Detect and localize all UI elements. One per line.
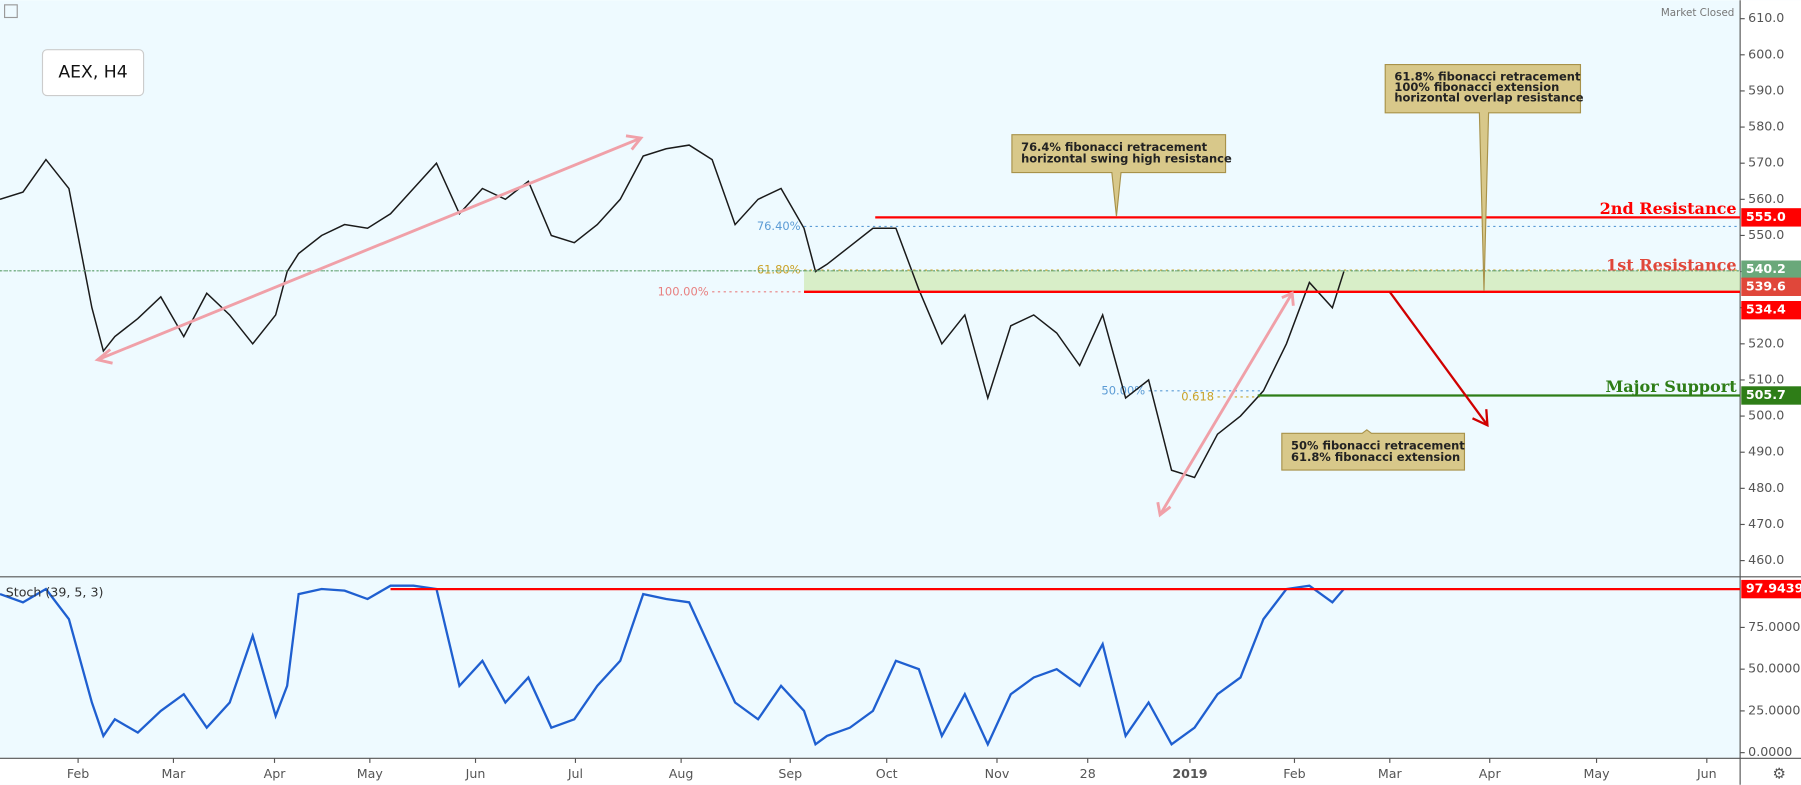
callout-text: horizontal swing high resistance <box>1021 151 1232 165</box>
toolbar-icon[interactable] <box>4 4 18 19</box>
x-tick-label: Jun <box>1696 766 1717 781</box>
y-tick-label: 590.0 <box>1748 82 1784 97</box>
y-tick-label: 570.0 <box>1748 155 1784 170</box>
callout-text: 100% fibonacci extension <box>1394 80 1559 94</box>
y-tick-label: 560.0 <box>1748 191 1784 206</box>
resistance-zone <box>804 270 1741 292</box>
y-tick-label: 500.0 <box>1748 408 1784 423</box>
x-tick-label: Aug <box>669 766 694 781</box>
x-tick-label: Jun <box>465 766 486 781</box>
y-tick-label: 520.0 <box>1748 335 1784 350</box>
x-tick-label: 2019 <box>1172 766 1207 781</box>
level-badge <box>1741 208 1801 227</box>
level-badge <box>1741 579 1801 599</box>
stoch-line <box>0 584 1345 748</box>
y-tick-label: 510.0 <box>1748 371 1784 386</box>
x-tick-label: May <box>357 766 384 781</box>
level-badge <box>1741 386 1801 405</box>
y-tick-label: 470.0 <box>1748 516 1784 531</box>
level-name: 1st Resistance <box>1606 256 1737 275</box>
level-value: 539.6 <box>1746 278 1786 293</box>
y-tick-label: 75.0000 <box>1748 619 1800 634</box>
x-tick-label: Apr <box>264 766 287 781</box>
trend-arrows <box>94 134 1295 518</box>
y-tick-label: 610.0 <box>1748 10 1784 25</box>
callout: 76.4% fibonacci retracement horizontal s… <box>1011 134 1232 217</box>
callout-text: 61.8% fibonacci extension <box>1291 450 1460 464</box>
level-badge <box>1741 260 1801 279</box>
x-tick-label: Feb <box>67 766 89 781</box>
callout-text: 76.4% fibonacci retracement <box>1021 140 1208 154</box>
level-value: 540.2 <box>1746 261 1786 276</box>
y-tick-label: 25.0000 <box>1748 702 1800 717</box>
x-tick-label: Sep <box>778 766 802 781</box>
x-tick-label: Mar <box>1378 766 1403 781</box>
level-value: 555.0 <box>1746 209 1786 224</box>
y-tick-label: 600.0 <box>1748 46 1784 61</box>
fib-label: 76.40% <box>757 219 801 233</box>
level-badge <box>1741 277 1801 296</box>
callout-text: horizontal overlap resistance <box>1394 90 1583 104</box>
level-badge <box>1741 300 1801 320</box>
fib-label: 0.618 <box>1181 389 1214 403</box>
y-tick-label: 580.0 <box>1748 119 1784 134</box>
x-tick-label: 28 <box>1080 766 1096 781</box>
x-tick-label: Jul <box>567 766 583 781</box>
y-tick-label: 460.0 <box>1748 552 1784 567</box>
level-value: 97.9439 <box>1746 581 1801 596</box>
callout: 50% fibonacci retracement 61.8% fibonacc… <box>1281 429 1465 471</box>
indicator-title: Stoch (39, 5, 3) <box>6 584 104 599</box>
projection-arrow <box>1388 291 1489 428</box>
callout: 61.8% fibonacci retracement 100% fibonac… <box>1384 64 1584 291</box>
y-tick-label: 0.0000 <box>1748 744 1792 759</box>
level-name: 2nd Resistance <box>1600 199 1737 218</box>
symbol-box <box>41 49 145 97</box>
x-tick-label: Feb <box>1283 766 1305 781</box>
callout-text: 50% fibonacci retracement <box>1291 438 1465 452</box>
x-tick-label: Oct <box>876 766 898 781</box>
callout-text: 61.8% fibonacci retracement <box>1394 70 1581 84</box>
price-line <box>0 144 1345 479</box>
x-tick-label: Apr <box>1479 766 1502 781</box>
level-value: 505.7 <box>1746 387 1786 402</box>
y-tick-label: 550.0 <box>1748 227 1784 242</box>
level-name: Major Support <box>1605 377 1737 396</box>
time-axis <box>0 758 1801 785</box>
y-tick-label: 490.0 <box>1748 444 1784 459</box>
x-tick-label: May <box>1583 766 1610 781</box>
fib-label: 100.00% <box>658 284 709 298</box>
symbol-title: AEX, H4 <box>58 63 127 83</box>
y-tick-label: 480.0 <box>1748 480 1784 495</box>
level-value: 534.4 <box>1746 302 1786 317</box>
fib-label: 61.80% <box>757 263 801 277</box>
x-tick-label: Nov <box>985 766 1010 781</box>
x-tick-label: Mar <box>162 766 187 781</box>
settings-icon[interactable]: ⚙ <box>1772 764 1785 782</box>
market-status: Market Closed <box>1661 7 1734 19</box>
y-tick-label: 50.0000 <box>1748 661 1800 676</box>
